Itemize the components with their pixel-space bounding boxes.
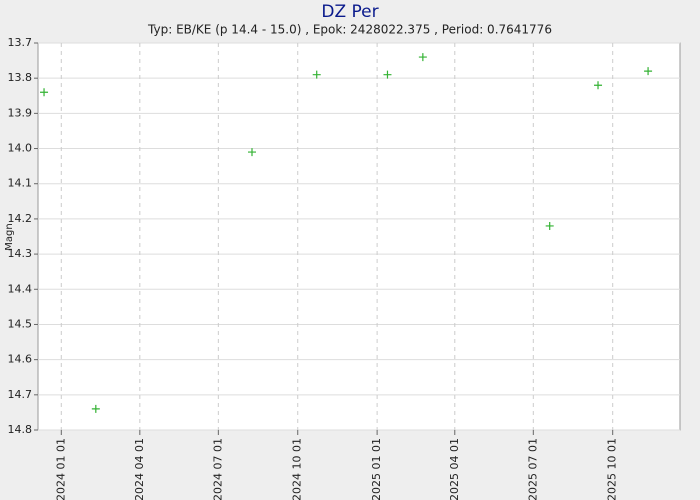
x-tick-label: 2024 07 01 bbox=[211, 438, 224, 500]
x-tick-label: 2025 07 01 bbox=[526, 438, 539, 500]
y-tick-label: 14.2 bbox=[8, 212, 33, 225]
data-point bbox=[383, 70, 392, 79]
data-point bbox=[594, 81, 603, 90]
chart-subtitle: Typ: EB/KE (p 14.4 - 15.0) , Epok: 24280… bbox=[147, 23, 552, 37]
data-point bbox=[312, 70, 321, 79]
y-tick-label: 13.7 bbox=[8, 36, 33, 49]
y-tick-label: 14.8 bbox=[8, 423, 33, 436]
data-point bbox=[248, 148, 256, 157]
y-tick-label: 14.1 bbox=[8, 177, 33, 190]
plot-area bbox=[37, 42, 681, 431]
x-tick-label: 2024 01 01 bbox=[54, 438, 67, 500]
x-tick-label: 2025 10 01 bbox=[606, 438, 619, 500]
y-tick-label: 14.7 bbox=[8, 388, 33, 401]
x-tick-label: 2024 10 01 bbox=[291, 438, 304, 500]
x-tick-label: 2024 04 01 bbox=[133, 438, 146, 500]
y-tick-label: 14.4 bbox=[8, 282, 33, 295]
y-tick-label: 14.0 bbox=[8, 142, 33, 155]
y-tick-label: 14.6 bbox=[8, 353, 33, 366]
y-axis-label: Magn bbox=[4, 223, 15, 250]
data-point bbox=[91, 404, 100, 413]
x-tick-label: 2025 04 01 bbox=[448, 438, 461, 500]
x-tick-label: 2025 01 01 bbox=[370, 438, 383, 500]
data-point bbox=[40, 88, 49, 97]
data-point bbox=[418, 53, 427, 62]
y-tick-label: 14.5 bbox=[8, 317, 33, 330]
y-tick-label: 13.9 bbox=[8, 106, 33, 119]
data-point bbox=[644, 67, 653, 76]
y-tick-label: 14.3 bbox=[8, 247, 33, 260]
data-point bbox=[545, 221, 554, 230]
y-tick-label: 13.8 bbox=[8, 71, 33, 84]
chart-title: DZ Per bbox=[321, 2, 378, 22]
